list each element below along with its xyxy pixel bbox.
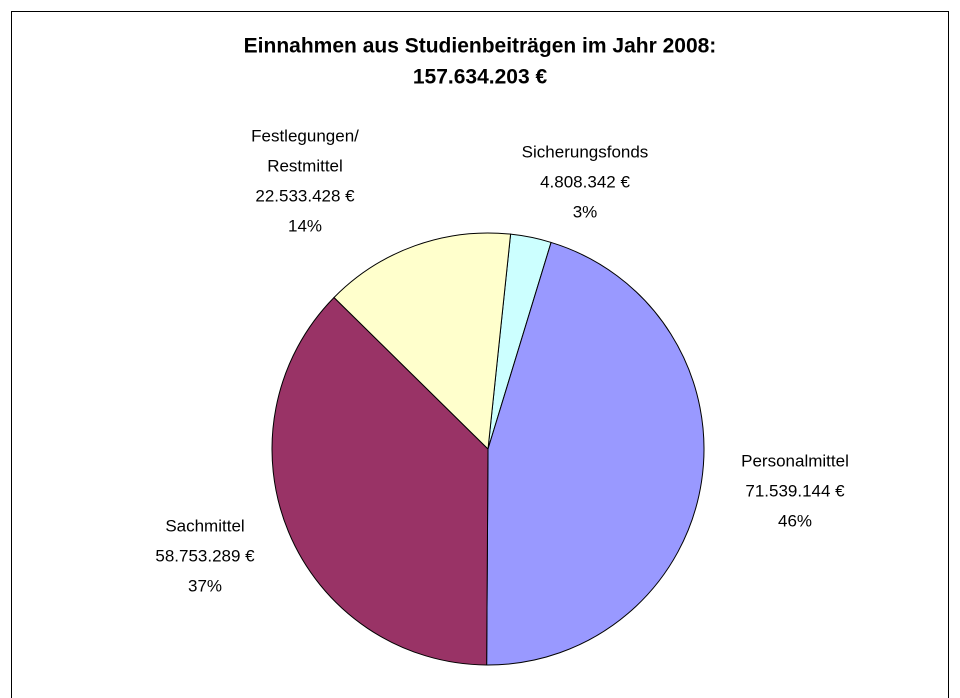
pie-slice	[271, 296, 489, 666]
slice-value-label: 71.539.144 €	[745, 481, 845, 500]
slice-percent-label: 14%	[288, 216, 322, 235]
slice-value-label: 58.753.289 €	[155, 546, 255, 565]
slice-value-label: 22.533.428 €	[255, 186, 355, 205]
chart-title: 157.634.203 €	[413, 66, 548, 89]
slice-label: Sachmittel	[165, 516, 244, 535]
pie-slice	[486, 241, 705, 666]
slice-percent-label: 3%	[573, 202, 598, 221]
slice-label: Sicherungsfonds	[522, 142, 649, 161]
slice-label: Festlegungen/	[251, 126, 359, 145]
slice-label: Personalmittel	[741, 451, 849, 470]
pie-slice	[333, 232, 512, 451]
slice-percent-label: 46%	[778, 511, 812, 530]
slice-value-label: 4.808.342 €	[540, 172, 630, 191]
slice-percent-label: 37%	[188, 576, 222, 595]
slice-label: Restmittel	[267, 156, 343, 175]
chart-title: Einnahmen aus Studienbeiträgen im Jahr 2…	[244, 35, 717, 58]
